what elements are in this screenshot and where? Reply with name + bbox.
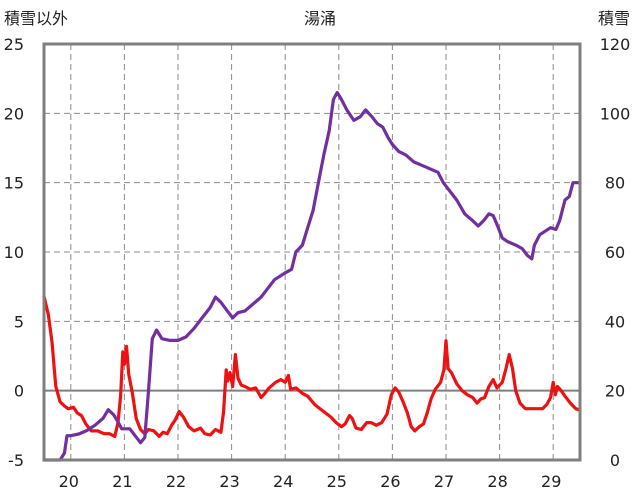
left-tick-label: 15 [4, 174, 24, 193]
x-tick-label: 21 [112, 472, 132, 491]
plot-frame [42, 42, 582, 462]
right-tick-label: 20 [605, 382, 625, 401]
right-tick-label: 100 [600, 104, 631, 123]
x-tick-label: 25 [327, 472, 347, 491]
right-tick-label: 40 [605, 312, 625, 331]
left-tick-label: 0 [14, 382, 24, 401]
right-axis-label: 積雪 [598, 9, 630, 28]
x-tick-label: 28 [487, 472, 507, 491]
x-tick-label: 26 [380, 472, 400, 491]
chart-title: 湯涌 [304, 9, 336, 28]
right-tick-label: 60 [605, 243, 625, 262]
grid-layer [44, 44, 580, 460]
left-tick-label: 25 [4, 35, 24, 54]
x-tick-label: 23 [219, 472, 239, 491]
left-tick-label: 10 [4, 243, 24, 262]
left-tick-label: 5 [14, 312, 24, 331]
right-tick-label: 0 [610, 451, 620, 470]
other-series-line [42, 294, 582, 438]
x-tick-label: 27 [434, 472, 454, 491]
x-tick-label: 29 [541, 472, 561, 491]
series-layer [42, 90, 582, 462]
left-axis-label: 積雪以外 [4, 9, 68, 28]
right-tick-label: 120 [600, 35, 631, 54]
x-tick-label: 24 [273, 472, 293, 491]
x-tick-label: 22 [166, 472, 186, 491]
tick-layer: -5 0 5 10 15 20 25 0 20 40 60 80 100 120 20 21 22 23 24 25 2… [4, 35, 631, 491]
snow-depth-line [42, 90, 582, 462]
right-tick-label: 80 [605, 174, 625, 193]
x-tick-label: 20 [59, 472, 79, 491]
left-tick-label: 20 [4, 104, 24, 123]
left-tick-label: -5 [8, 451, 24, 470]
